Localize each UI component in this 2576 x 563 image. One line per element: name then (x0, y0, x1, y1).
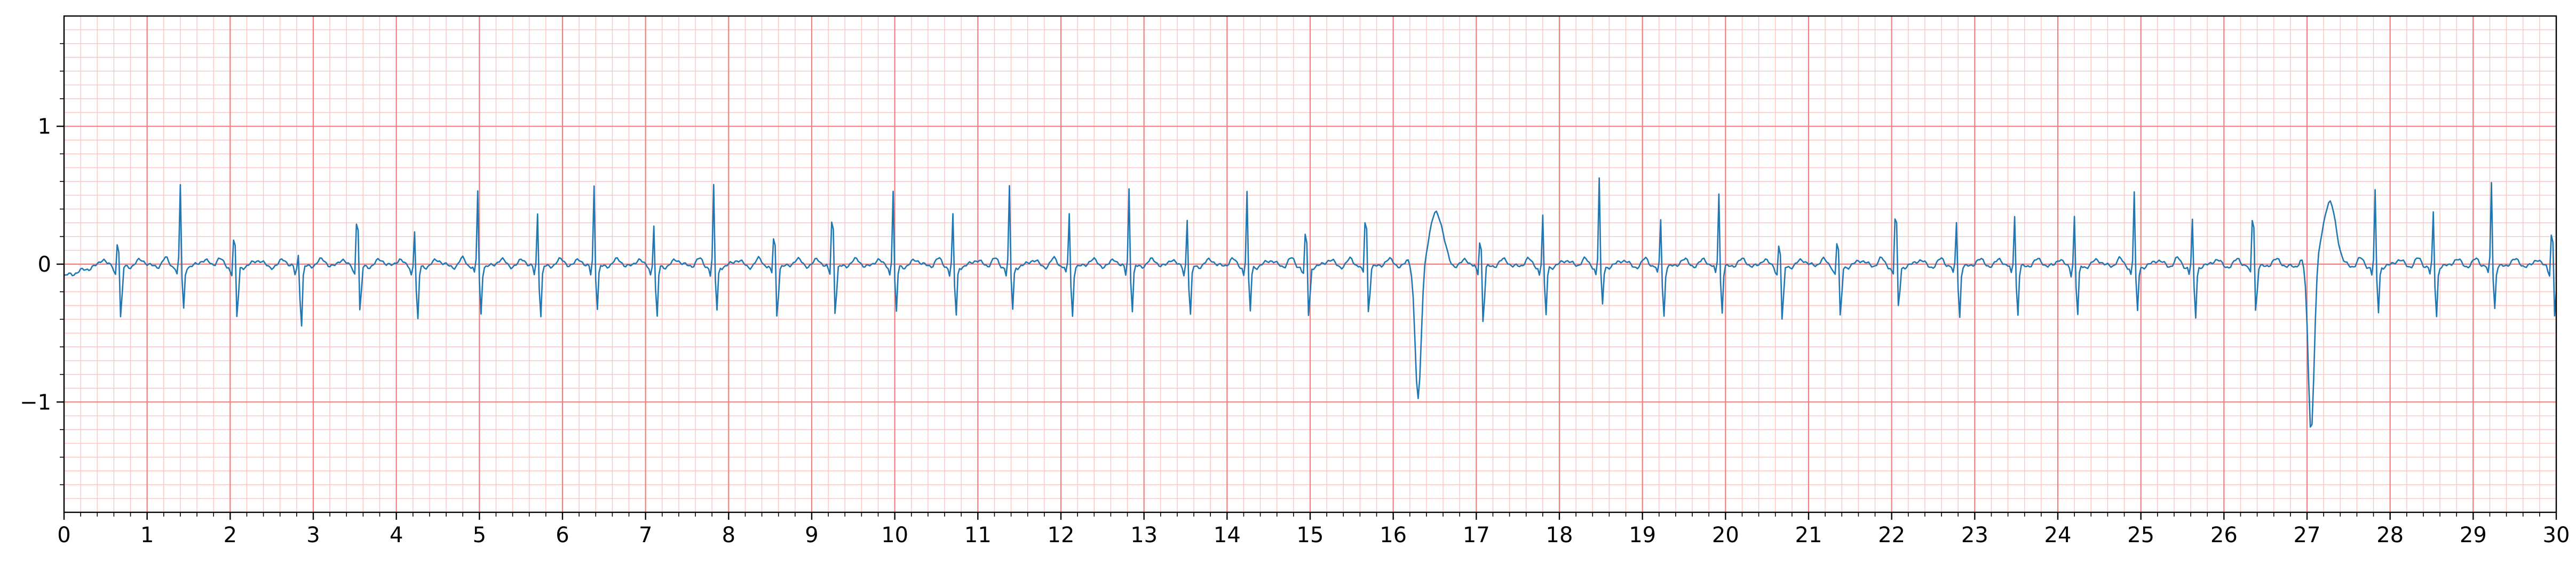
y-tick-label: 0 (38, 252, 51, 277)
x-tick-label: 18 (1546, 523, 1573, 548)
x-tick-label: 25 (2127, 523, 2154, 548)
x-tick-label: 29 (2460, 523, 2487, 548)
x-tick-label: 13 (1130, 523, 1158, 548)
x-tick-label: 3 (306, 523, 320, 548)
y-tick-label: −1 (20, 390, 51, 415)
x-tick-label: 16 (1380, 523, 1407, 548)
x-axis: 0 1 2 3 4 5 6 7 8 9 10 11 12 13 14 15 16 17 18 19 20 21 22 23 24… (57, 512, 2570, 548)
ecg-trace-line (64, 177, 2557, 428)
y-axis: 1 0 −1 (20, 43, 64, 486)
x-tick-label: 19 (1629, 523, 1656, 548)
x-tick-label: 6 (556, 523, 569, 548)
x-tick-label: 1 (140, 523, 154, 548)
x-tick-label: 9 (805, 523, 818, 548)
x-tick-label: 22 (1878, 523, 1905, 548)
x-tick-label: 11 (964, 523, 992, 548)
x-tick-label: 17 (1463, 523, 1490, 548)
x-tick-label: 26 (2210, 523, 2238, 548)
x-tick-label: 10 (881, 523, 908, 548)
y-tick-label: 1 (38, 115, 51, 139)
x-tick-label: 30 (2543, 523, 2570, 548)
x-tick-label: 0 (57, 523, 70, 548)
x-tick-label: 15 (1297, 523, 1324, 548)
x-tick-label: 12 (1048, 523, 1075, 548)
x-tick-label: 8 (722, 523, 735, 548)
x-tick-label: 2 (224, 523, 237, 548)
x-tick-label: 28 (2376, 523, 2404, 548)
x-tick-label: 14 (1214, 523, 1241, 548)
x-tick-label: 24 (2044, 523, 2072, 548)
x-tick-label: 5 (473, 523, 486, 548)
x-tick-label: 27 (2294, 523, 2321, 548)
x-tick-label: 7 (639, 523, 652, 548)
x-tick-label: 21 (1795, 523, 1822, 548)
x-tick-label: 23 (1961, 523, 1988, 548)
x-tick-label: 20 (1712, 523, 1739, 548)
x-tick-label: 4 (390, 523, 403, 548)
